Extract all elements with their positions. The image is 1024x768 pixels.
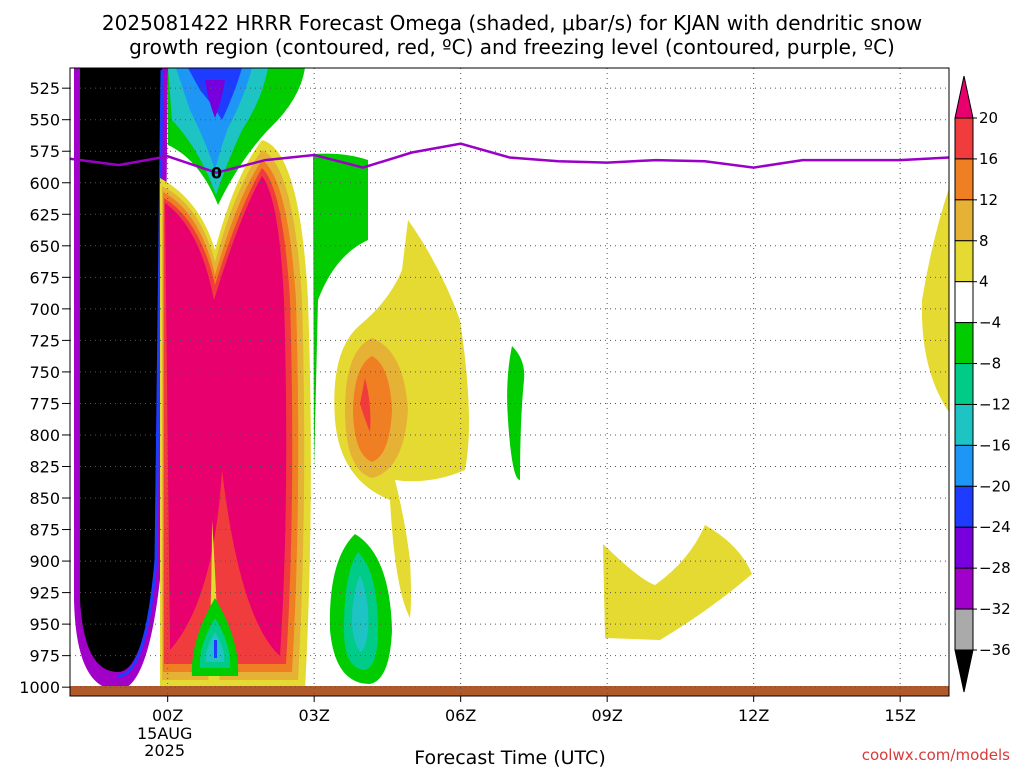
x-tick-label: 09Z — [592, 706, 623, 725]
x-axis-label: Forecast Time (UTC) — [414, 747, 605, 768]
omega-region-magenta-main — [165, 176, 287, 656]
omega-region-red-04z — [360, 378, 371, 432]
y-tick-label: 850 — [29, 489, 60, 508]
colorbar-label: −12 — [979, 395, 1011, 413]
ground-surface — [70, 686, 949, 696]
colorbar-label: 16 — [979, 150, 998, 168]
omega-region-yellow-16z — [921, 188, 949, 412]
colorbar-swatch — [954, 526, 974, 569]
y-tick-label: 625 — [29, 205, 60, 224]
colorbar-swatch — [954, 363, 974, 405]
colorbar-bottom-arrow — [954, 649, 974, 693]
omega-region-yellow-09z — [603, 525, 752, 640]
y-tick-label: 550 — [29, 111, 60, 130]
colorbar-label: 20 — [979, 109, 998, 127]
colorbar-swatch — [954, 403, 974, 446]
colorbar-label: 12 — [979, 191, 998, 209]
omega-region-upper-purple — [205, 80, 225, 118]
colorbar-swatch — [954, 240, 974, 283]
y-tick-label: 1000 — [19, 678, 60, 697]
y-tick-label: 700 — [29, 300, 60, 319]
colorbar-label: −28 — [979, 559, 1011, 577]
y-tick-label: 750 — [29, 363, 60, 382]
colorbar-swatch — [954, 322, 974, 365]
plot-frame — [69, 67, 950, 697]
omega-region-green-03z — [313, 153, 368, 470]
omega-region-cyan-lowpocket — [352, 575, 369, 652]
y-tick-label: 650 — [29, 237, 60, 256]
chart-title: 2025081422 HRRR Forecast Omega (shaded, … — [102, 11, 922, 35]
colorbar: 20 16 12 8 4 −4 −8 −12 −16 −20 −24 −28 −32 −36 — [954, 75, 1011, 693]
y-tick-label: 525 — [29, 79, 60, 98]
x-tick-label: 12Z — [738, 706, 769, 725]
colorbar-swatch — [954, 608, 974, 651]
omega-region-orange-04z — [353, 356, 392, 462]
colorbar-label: −20 — [979, 477, 1011, 495]
omega-region-low-blue — [214, 640, 217, 658]
chart-subtitle: growth region (contoured, red, ºC) and f… — [129, 35, 895, 59]
freezing-level-label: 0 — [211, 164, 222, 183]
colorbar-swatch — [954, 281, 974, 324]
y-tick-label: 900 — [29, 552, 60, 571]
omega-shading — [70, 68, 949, 696]
plot-area: 0 — [69, 67, 950, 697]
freezing-level-line — [70, 142, 949, 175]
colorbar-label: 4 — [979, 273, 989, 291]
colorbar-label: −36 — [979, 641, 1011, 659]
omega-region-green-07z — [507, 346, 525, 480]
y-tick-label: 600 — [29, 174, 60, 193]
x-tick-label: 06Z — [445, 706, 476, 725]
y-tick-label: 675 — [29, 268, 60, 287]
colorbar-swatch — [954, 567, 974, 610]
y-tick-label: 575 — [29, 142, 60, 161]
colorbar-swatch — [954, 444, 974, 487]
y-tick-label: 725 — [29, 331, 60, 350]
x-tick-label: 00Z — [152, 706, 183, 725]
y-tick-label: 825 — [29, 457, 60, 476]
y-tick-label: 800 — [29, 426, 60, 445]
omega-region-black-edge — [117, 69, 164, 678]
colorbar-label: 8 — [979, 232, 989, 250]
freezing-level-layer: 0 — [70, 142, 949, 183]
y-axis: 525 550 575 600 625 650 675 700 725 750 775 800 825 8… — [19, 79, 70, 697]
x-tick-year: 2025 — [144, 741, 185, 760]
source-credit: coolwx.com/models — [862, 746, 1010, 764]
colorbar-top-arrow — [954, 75, 974, 119]
x-tick-label: 03Z — [299, 706, 330, 725]
y-tick-label: 925 — [29, 584, 60, 603]
omega-region-black-core — [80, 68, 162, 672]
colorbar-label: −4 — [979, 314, 1001, 332]
colorbar-swatch — [954, 485, 974, 528]
x-tick-date: 15AUG — [137, 724, 192, 743]
colorbar-swatch — [954, 199, 974, 242]
colorbar-swatch — [954, 158, 974, 201]
y-tick-label: 975 — [29, 647, 60, 666]
colorbar-label: −32 — [979, 600, 1011, 618]
y-tick-label: 950 — [29, 615, 60, 634]
colorbar-swatch — [954, 117, 974, 160]
colorbar-label: −16 — [979, 436, 1011, 454]
colorbar-label: −24 — [979, 518, 1011, 536]
y-tick-label: 875 — [29, 521, 60, 540]
y-tick-label: 775 — [29, 394, 60, 413]
colorbar-label: −8 — [979, 355, 1001, 373]
x-tick-label: 15Z — [885, 706, 916, 725]
